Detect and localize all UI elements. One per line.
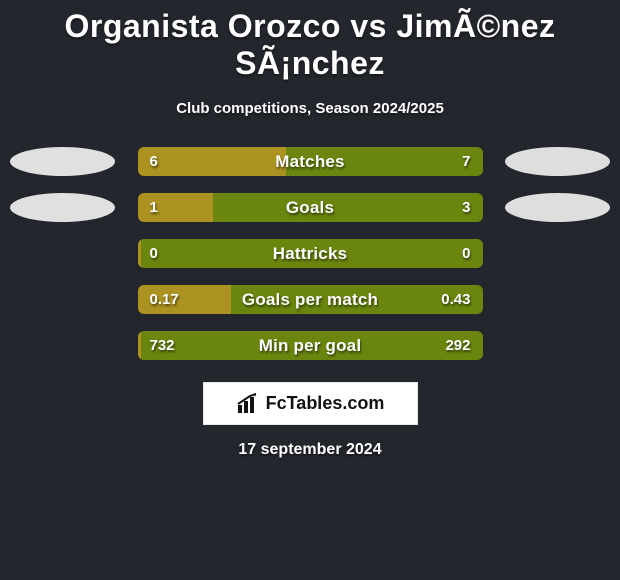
stat-bar: 13Goals — [138, 193, 483, 222]
stat-label: Goals — [138, 193, 483, 222]
stat-row: 13Goals — [0, 193, 620, 222]
stat-bar: 0.170.43Goals per match — [138, 285, 483, 314]
chip-placeholder — [10, 331, 115, 360]
stat-row: 0.170.43Goals per match — [0, 285, 620, 314]
stat-label: Matches — [138, 147, 483, 176]
player2-chip — [505, 147, 610, 176]
stat-bar: 732292Min per goal — [138, 331, 483, 360]
chip-placeholder — [505, 331, 610, 360]
stat-label: Hattricks — [138, 239, 483, 268]
player1-chip — [10, 147, 115, 176]
chart-icon — [236, 393, 260, 415]
stat-label: Goals per match — [138, 285, 483, 314]
chip-placeholder — [10, 285, 115, 314]
chip-placeholder — [505, 239, 610, 268]
subtitle: Club competitions, Season 2024/2025 — [0, 100, 620, 117]
player2-chip — [505, 193, 610, 222]
date-label: 17 september 2024 — [0, 441, 620, 459]
chip-placeholder — [505, 285, 610, 314]
comparison-chart: 67Matches 13Goals 00Hattricks 0.170.43Goals… — [0, 147, 620, 360]
brand-box[interactable]: FcTables.com — [203, 382, 418, 425]
stat-bar: 67Matches — [138, 147, 483, 176]
stat-row: 67Matches — [0, 147, 620, 176]
stat-bar: 00Hattricks — [138, 239, 483, 268]
player1-chip — [10, 193, 115, 222]
stat-row: 732292Min per goal — [0, 331, 620, 360]
page-title: Organista Orozco vs JimÃ©nez SÃ¡nchez — [0, 0, 620, 82]
chip-placeholder — [10, 239, 115, 268]
stat-label: Min per goal — [138, 331, 483, 360]
brand-label: FcTables.com — [266, 393, 385, 414]
stat-row: 00Hattricks — [0, 239, 620, 268]
